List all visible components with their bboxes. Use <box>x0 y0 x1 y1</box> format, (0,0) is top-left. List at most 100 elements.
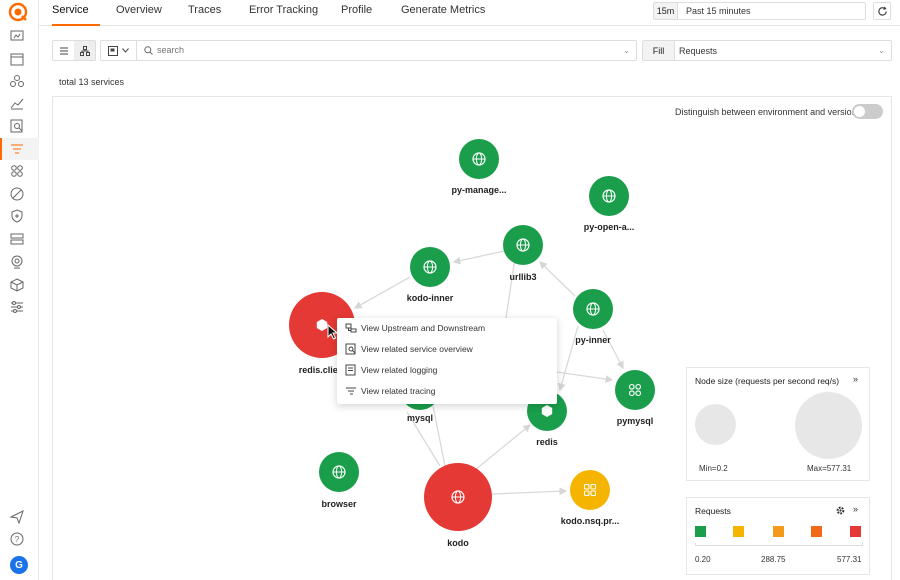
edge <box>491 487 568 496</box>
node-context-menu: View Upstream and Downstream View relate… <box>337 318 557 404</box>
time-range-short[interactable]: 15m <box>654 3 678 19</box>
topology-view-button[interactable] <box>74 41 95 60</box>
edge <box>406 411 441 467</box>
security-shield-icon[interactable] <box>9 208 25 224</box>
globe-icon <box>516 238 530 252</box>
search-scope-dropdown[interactable] <box>101 41 137 60</box>
tab-service[interactable]: Service <box>52 4 89 16</box>
node-label: redis <box>536 437 558 447</box>
node-kodo-nsq[interactable]: kodo.nsq.pr... <box>561 470 620 526</box>
database-icon[interactable] <box>9 231 25 247</box>
active-tab-indicator <box>52 24 100 26</box>
edge <box>432 405 446 467</box>
fill-selector[interactable]: Fill Requests ⌄ <box>642 40 892 61</box>
requests-legend-title: Requests <box>695 506 731 516</box>
node-label: urllib3 <box>509 272 536 282</box>
service-map-canvas[interactable] <box>52 96 892 580</box>
legend-color-swatch <box>695 526 706 537</box>
node-label: py-open-a... <box>584 222 635 232</box>
menu-item-view-service-overview[interactable]: View related service overview <box>337 339 557 360</box>
apm-icon[interactable] <box>9 141 25 157</box>
metrics-icon[interactable] <box>9 95 25 111</box>
globe-icon <box>586 302 600 316</box>
integration-cube-icon[interactable] <box>9 277 25 293</box>
search-chevron-down-icon[interactable]: ⌄ <box>623 46 630 55</box>
database-hex-icon <box>541 405 553 417</box>
tab-overview[interactable]: Overview <box>116 4 162 16</box>
max-size-circle <box>795 392 862 459</box>
menu-item-view-related-tracing[interactable]: View related tracing <box>337 381 557 402</box>
search-bar: ⌄ <box>100 40 637 61</box>
node-py-inner[interactable]: py-inner <box>573 289 613 345</box>
calendar-icon[interactable] <box>9 51 25 67</box>
node-label: redis.clie... <box>299 365 346 375</box>
tab-traces[interactable]: Traces <box>188 4 222 16</box>
svg-text:?: ? <box>15 535 20 544</box>
edge <box>353 276 411 309</box>
app-logo-icon[interactable] <box>8 2 28 22</box>
tab-profile[interactable]: Profile <box>341 4 373 16</box>
node-kodo[interactable]: kodo <box>424 463 492 548</box>
dashboard-icon[interactable] <box>9 28 25 44</box>
scale-mid-value: 288.75 <box>761 555 786 564</box>
max-size-label: Max=577.31 <box>807 464 852 473</box>
mouse-cursor-icon <box>327 324 339 340</box>
fill-label: Fill <box>643 41 675 60</box>
topology-icon <box>345 323 357 333</box>
fill-value[interactable]: Requests <box>679 46 718 56</box>
fill-chevron-down-icon[interactable]: ⌄ <box>878 46 885 55</box>
tracing-icon <box>346 387 356 395</box>
node-label: py-inner <box>575 335 611 345</box>
overview-icon <box>345 343 356 355</box>
menu-item-view-related-logging[interactable]: View related logging <box>337 360 557 381</box>
distinguish-env-version-label: Distinguish between environment and vers… <box>675 107 857 117</box>
tab-generate-metrics[interactable]: Generate Metrics <box>401 4 486 16</box>
legend-color-swatch <box>773 526 784 537</box>
node-label: kodo-inner <box>407 293 454 303</box>
node-label: browser <box>321 499 357 509</box>
color-scale-bar <box>695 543 863 546</box>
chevron-down-icon <box>122 48 129 53</box>
refresh-button[interactable] <box>873 2 891 20</box>
list-view-button[interactable] <box>53 41 74 60</box>
user-avatar[interactable]: G <box>10 556 28 574</box>
node-py-open-a[interactable]: py-open-a... <box>584 176 635 232</box>
tab-error-tracking[interactable]: Error Tracking <box>249 4 319 16</box>
sidebar: ? G <box>0 0 39 580</box>
help-icon[interactable]: ? <box>9 531 25 547</box>
min-size-circle <box>695 404 736 445</box>
legend-color-swatch <box>733 526 744 537</box>
globe-icon <box>472 152 486 166</box>
menu-item-view-upstream-downstream[interactable]: View Upstream and Downstream <box>337 318 557 339</box>
node-label: pymysql <box>617 416 654 426</box>
gear-icon[interactable] <box>836 506 845 515</box>
node-urllib3[interactable]: urllib3 <box>503 225 543 282</box>
log-search-icon[interactable] <box>9 118 25 134</box>
search-input[interactable] <box>157 45 557 55</box>
search-icon <box>144 46 153 55</box>
settings-sliders-icon[interactable] <box>9 299 25 315</box>
time-range-label[interactable]: Past 15 minutes <box>686 6 751 16</box>
min-size-label: Min=0.2 <box>699 464 728 473</box>
edge <box>539 261 576 297</box>
node-pymysql[interactable]: pymysql <box>615 370 655 426</box>
node-label: mysql <box>407 413 433 423</box>
edge <box>452 250 505 265</box>
menu-item-label: View related logging <box>361 365 438 375</box>
node-py-manage[interactable]: py-manage... <box>451 139 507 195</box>
expand-double-chevron-icon[interactable]: » <box>853 374 859 384</box>
topology-icon <box>79 45 90 56</box>
expand-double-chevron-icon[interactable]: » <box>853 504 859 514</box>
time-range-picker[interactable]: 15m Past 15 minutes <box>653 2 866 20</box>
node-kodo-inner[interactable]: kodo-inner <box>407 247 454 303</box>
globe-icon <box>332 465 346 479</box>
monitor-icon[interactable] <box>9 254 25 270</box>
apps-icon[interactable] <box>9 163 25 179</box>
view-toggle <box>52 40 96 61</box>
infrastructure-icon[interactable] <box>9 73 25 89</box>
node-browser[interactable]: browser <box>319 452 359 509</box>
distinguish-env-version-toggle[interactable] <box>852 104 883 119</box>
send-icon[interactable] <box>9 509 25 525</box>
rum-icon[interactable] <box>9 186 25 202</box>
